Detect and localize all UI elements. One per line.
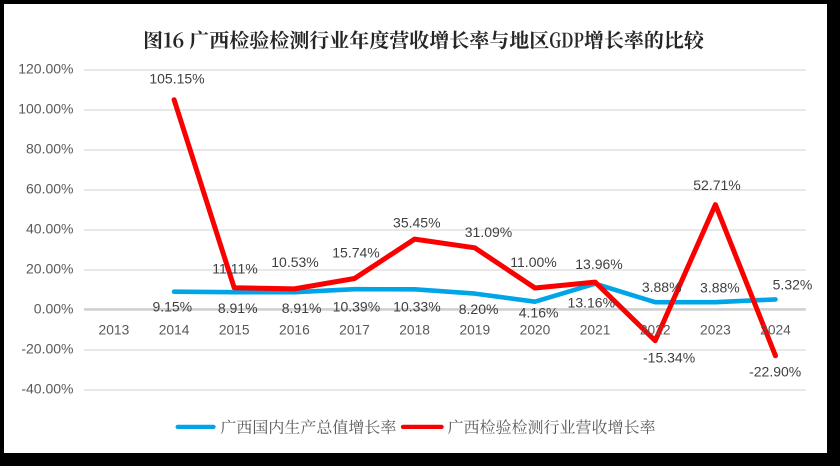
svg-text:15.74%: 15.74% [332, 244, 379, 260]
svg-text:9.15%: 9.15% [152, 299, 192, 315]
svg-text:2016: 2016 [279, 322, 310, 337]
svg-text:2019: 2019 [459, 322, 490, 337]
svg-text:5.32%: 5.32% [773, 277, 813, 293]
svg-text:8.91%: 8.91% [218, 300, 258, 316]
svg-text:2018: 2018 [399, 322, 430, 337]
svg-text:31.09%: 31.09% [465, 224, 512, 240]
svg-text:2020: 2020 [520, 322, 551, 337]
svg-text:10.53%: 10.53% [271, 254, 318, 270]
svg-text:11.11%: 11.11% [212, 261, 257, 277]
svg-text:-15.34%: -15.34% [643, 350, 695, 366]
svg-text:10.39%: 10.39% [333, 298, 380, 314]
svg-text:3.88%: 3.88% [642, 279, 682, 295]
svg-text:20.00%: 20.00% [26, 261, 73, 277]
svg-text:35.45%: 35.45% [393, 214, 440, 230]
svg-text:2022: 2022 [640, 322, 671, 337]
svg-text:11.00%: 11.00% [510, 254, 556, 270]
svg-text:100.00%: 100.00% [18, 101, 73, 117]
svg-text:2024: 2024 [760, 322, 791, 337]
svg-text:2021: 2021 [580, 322, 611, 337]
svg-text:-40.00%: -40.00% [21, 381, 73, 397]
svg-text:2017: 2017 [339, 322, 370, 337]
svg-text:3.88%: 3.88% [700, 280, 740, 296]
svg-text:8.20%: 8.20% [459, 301, 499, 317]
svg-text:105.15%: 105.15% [149, 71, 204, 87]
svg-text:2023: 2023 [700, 322, 731, 337]
svg-text:-20.00%: -20.00% [21, 341, 73, 357]
svg-text:-22.90%: -22.90% [749, 363, 801, 379]
svg-text:0.00%: 0.00% [34, 301, 74, 317]
svg-text:4.16%: 4.16% [519, 304, 559, 320]
svg-text:40.00%: 40.00% [26, 221, 73, 237]
svg-text:52.71%: 52.71% [693, 177, 740, 193]
svg-text:60.00%: 60.00% [26, 181, 73, 197]
svg-text:8.91%: 8.91% [282, 300, 322, 316]
svg-text:80.00%: 80.00% [26, 141, 73, 157]
svg-text:10.33%: 10.33% [393, 298, 440, 314]
svg-text:13.96%: 13.96% [575, 256, 622, 272]
svg-text:13.16%: 13.16% [568, 294, 615, 310]
svg-text:120.00%: 120.00% [18, 61, 73, 77]
svg-text:2013: 2013 [99, 322, 130, 337]
svg-text:2015: 2015 [219, 322, 250, 337]
svg-text:2014: 2014 [159, 322, 190, 337]
